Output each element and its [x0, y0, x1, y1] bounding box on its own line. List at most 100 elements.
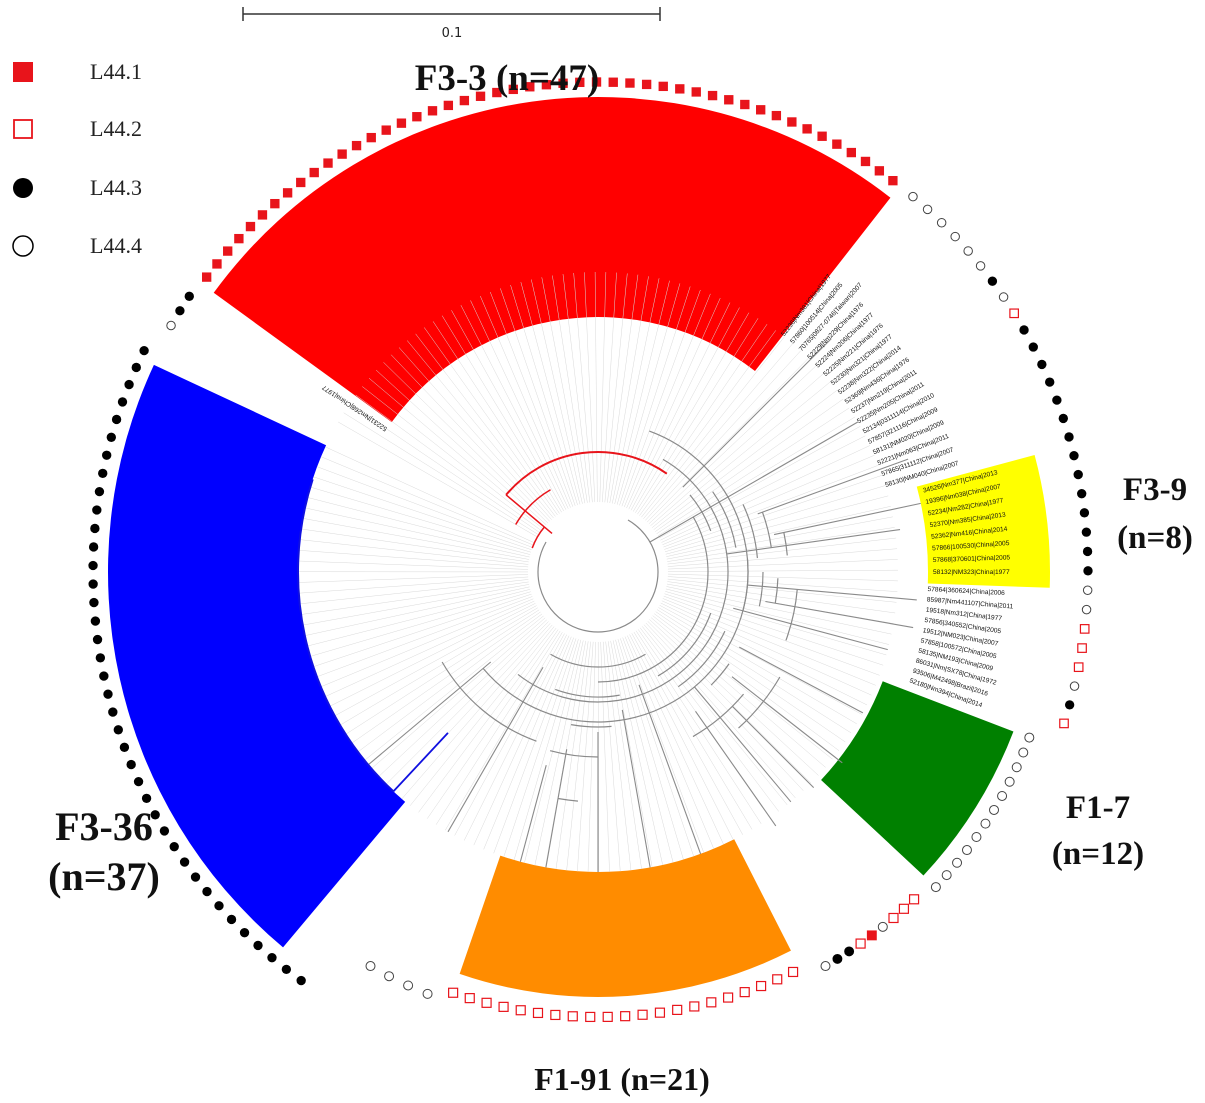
tree-branch-radial	[519, 765, 547, 862]
hollow-square-icon	[464, 993, 475, 1004]
legend-label-l44-4: L44.4	[90, 233, 142, 258]
tree-branch-arc	[758, 571, 764, 607]
tip-label: 57868|370601|China|2005	[933, 554, 1011, 564]
tip-spoke	[666, 516, 893, 560]
tip-spoke	[607, 274, 639, 503]
tip-spoke	[637, 324, 768, 515]
tip-spoke	[663, 464, 879, 548]
hollow-circle-icon	[365, 961, 376, 972]
tip-spoke	[299, 579, 529, 605]
tip-spoke	[619, 286, 691, 506]
tip-spoke	[628, 302, 731, 510]
tip-spoke	[639, 627, 779, 812]
tip-spoke	[329, 603, 536, 707]
tip-spoke	[615, 639, 674, 863]
clade-branch-f3-3	[505, 451, 668, 496]
filled-square-icon	[625, 78, 635, 88]
tip-spoke	[635, 630, 762, 824]
filled-circle-icon	[108, 707, 118, 717]
tree-branch-arc	[677, 630, 726, 688]
filled-circle-icon	[124, 379, 134, 390]
tree-branch-arc	[742, 558, 749, 611]
tip-spoke	[531, 279, 583, 504]
hollow-circle-icon	[961, 845, 972, 856]
tip-spoke	[418, 627, 557, 813]
tip-spoke	[316, 596, 533, 678]
filled-circle-icon	[131, 362, 141, 373]
tip-spoke	[460, 305, 567, 510]
hollow-square-icon	[755, 980, 767, 992]
tip-spoke	[599, 272, 607, 503]
tip-spoke	[641, 336, 785, 518]
hollow-square-icon	[532, 1007, 544, 1019]
hollow-square-icon	[567, 1011, 578, 1022]
tree-branch-radial	[733, 607, 888, 651]
tree-branch-arc	[570, 724, 612, 728]
tip-spoke	[646, 358, 809, 523]
tip-spoke	[622, 637, 705, 853]
filled-square-icon	[541, 80, 552, 90]
tip-spoke	[310, 591, 531, 657]
tip-spoke	[378, 619, 547, 777]
hollow-circle-icon	[820, 961, 831, 972]
filled-circle-icon	[159, 826, 170, 836]
tip-spoke	[349, 403, 541, 533]
legend-label-l44-1: L44.1	[90, 59, 142, 84]
tree-branch-radial	[739, 646, 864, 714]
tip-spoke	[573, 272, 593, 503]
tip-spoke	[415, 333, 556, 517]
tip-spoke	[661, 600, 872, 696]
hollow-square-icon	[706, 997, 717, 1008]
hollow-circle-icon	[1082, 585, 1093, 595]
tip-spoke	[345, 609, 540, 735]
tip-spoke	[663, 595, 880, 676]
tip-spoke	[610, 640, 653, 868]
filled-circle-icon	[90, 616, 101, 626]
clade-sector	[459, 839, 791, 997]
filled-circle-icon	[103, 689, 113, 699]
tip-spoke	[441, 315, 562, 513]
filled-circle-icon	[226, 914, 237, 925]
tree-branch-radial	[545, 749, 568, 868]
hollow-square-icon	[772, 974, 783, 985]
clade-sectors	[108, 97, 1050, 997]
tip-spoke	[343, 412, 539, 536]
clade-branch-f3-3	[531, 526, 545, 549]
legend-label-l44-2: L44.2	[90, 116, 142, 141]
tip-spoke	[483, 636, 572, 850]
hollow-circle-icon	[1069, 681, 1080, 691]
clade-branch-f3-3	[515, 489, 551, 525]
filled-square-icon	[591, 77, 602, 87]
tree-branch-arc	[557, 797, 579, 802]
tip-spoke	[300, 581, 529, 615]
hollow-circle-icon	[971, 831, 982, 842]
hollow-circle-icon	[922, 204, 933, 215]
tip-spoke	[304, 507, 530, 558]
tip-spoke	[664, 593, 884, 666]
filled-square-icon	[475, 91, 486, 101]
tree-branch-arc	[738, 676, 781, 729]
hollow-circle-icon	[989, 804, 1000, 815]
tip-spoke	[661, 445, 871, 543]
tree-branches	[297, 338, 921, 872]
tree-branch-arc	[549, 750, 599, 758]
filled-circle-icon	[281, 964, 292, 975]
tip-spoke	[626, 297, 721, 509]
tip-spoke	[662, 598, 876, 686]
tip-spoke	[667, 576, 898, 592]
hollow-circle-icon	[422, 988, 433, 999]
filled-circle-icon	[139, 345, 149, 356]
tree-branch-radial	[367, 661, 492, 766]
tip-spoke	[470, 300, 569, 509]
hollow-square-icon	[1079, 624, 1090, 634]
filled-circle-icon	[95, 653, 106, 663]
filled-circle-icon	[13, 178, 33, 198]
tip-spoke	[541, 277, 586, 504]
hollow-circle-icon	[963, 246, 973, 256]
hollow-square-icon	[908, 894, 920, 905]
hollow-square-icon	[672, 1004, 683, 1015]
clade-name-f3-3: F3-3	[415, 58, 487, 99]
tip-spoke	[307, 589, 531, 647]
tree-branch-radial	[447, 666, 544, 833]
